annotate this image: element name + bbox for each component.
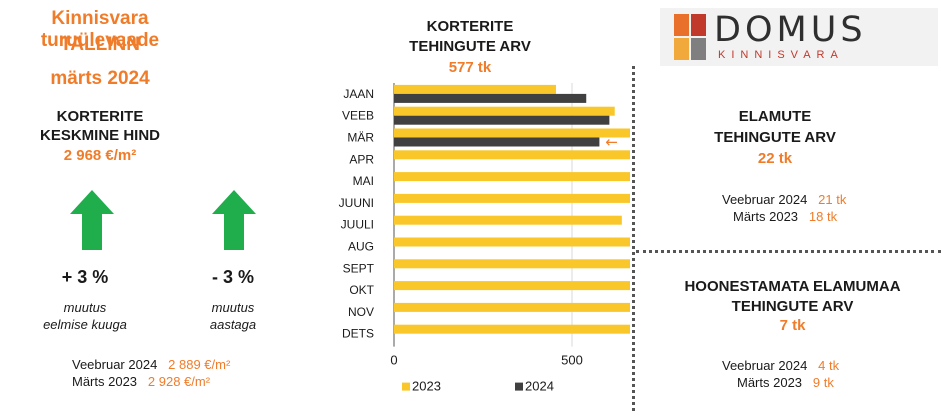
chart-subtitle: 577 tk	[448, 59, 492, 76]
compare-value: 9 tk	[812, 375, 834, 390]
category-label: MÄR	[347, 131, 374, 145]
x-tick-label: 500	[561, 353, 583, 368]
houses-compare-row: Veebruar 2024 21 tk	[722, 192, 846, 207]
avg-price-compare-row: Märts 2023 2 928 €/m²	[72, 374, 210, 389]
category-label: JUUNI	[339, 196, 374, 210]
avg-price-label-line1: KORTERITE	[56, 108, 144, 125]
compare-value: 21 tk	[818, 192, 847, 207]
houses-value: 22 tk	[757, 150, 793, 167]
month-change-caption: eelmise kuuga	[43, 317, 127, 332]
compare-label: Veebruar 2024	[722, 192, 808, 207]
bar-2023	[394, 259, 630, 269]
land-title-line1: HOONESTAMATA ELAMUMAA	[684, 278, 901, 295]
bar-2023	[394, 324, 630, 334]
month-change-caption: muutus	[63, 300, 107, 315]
month-change-value: + 3 %	[61, 267, 109, 287]
category-label: OKT	[349, 283, 374, 297]
bar-2023	[394, 193, 630, 203]
category-label: VEEB	[342, 109, 374, 123]
divider-horizontal	[636, 250, 941, 253]
divider-vertical	[632, 66, 635, 411]
legend-label-2023: 2023	[412, 379, 441, 394]
year-change-caption: muutus	[211, 300, 255, 315]
annotation-arrow-icon: ←	[605, 133, 618, 151]
arrow-up-icon	[212, 190, 256, 250]
category-label: MAI	[353, 174, 374, 188]
houses-title-line2: TEHINGUTE ARV	[714, 129, 836, 146]
bar-2023	[394, 281, 630, 291]
compare-value: 2 889 €/m²	[168, 357, 231, 372]
bar-2023	[394, 302, 630, 312]
category-label: AUG	[348, 240, 374, 254]
compare-label: Veebruar 2024	[722, 358, 808, 373]
apartment-deals-chart: 05001000JAANVEEBMÄRAPRMAIJUUNIJUULIAUGSE…	[339, 83, 630, 394]
chart-title-line2: TEHINGUTE ARV	[409, 38, 531, 55]
legend-swatch-2023	[402, 382, 410, 391]
category-label: SEPT	[343, 261, 375, 275]
category-label: JUULI	[341, 218, 374, 232]
category-label: APR	[349, 152, 374, 166]
land-compare-row: Märts 2023 9 tk	[737, 375, 834, 390]
houses-compare-row: Märts 2023 18 tk	[733, 209, 837, 224]
compare-value: 18 tk	[808, 209, 838, 224]
category-label: DETS	[342, 327, 374, 341]
chart-title-line1: KORTERITE	[426, 18, 514, 35]
legend-swatch-2024	[515, 382, 523, 391]
report-title: Kinnisvara turuülevaade	[40, 8, 160, 51]
houses-title-line1: ELAMUTE	[738, 108, 812, 125]
compare-label: Märts 2023	[737, 375, 803, 390]
compare-label: Märts 2023	[733, 209, 799, 224]
land-title-line2: TEHINGUTE ARV	[731, 298, 854, 315]
legend-label-2024: 2024	[525, 379, 554, 394]
year-change-value: - 3 %	[211, 267, 254, 287]
year-change-caption: aastaga	[209, 317, 257, 332]
x-tick-label: 0	[390, 353, 397, 368]
bar-2024	[394, 115, 610, 125]
bar-2023	[394, 84, 556, 94]
bar-2023	[394, 237, 630, 247]
logo-wordmark: DOMUS	[714, 10, 867, 50]
avg-price-compare-row: Veebruar 2024 2 889 €/m²	[72, 357, 230, 372]
land-value: 7 tk	[779, 317, 806, 334]
bar-2023	[394, 150, 630, 160]
avg-price-value: 2 968 €/m²	[63, 147, 137, 164]
bar-2024	[394, 137, 600, 147]
compare-value: 4 tk	[818, 358, 840, 373]
bar-2024	[394, 93, 587, 103]
category-label: JAAN	[343, 87, 374, 101]
bar-2023	[394, 128, 630, 138]
report-city: TALLINN	[60, 34, 140, 55]
arrow-up-icon	[70, 190, 114, 250]
compare-label: Veebruar 2024	[72, 357, 158, 372]
bar-2023	[394, 106, 615, 116]
avg-price-label-line2: KESKMINE HIND	[39, 127, 160, 144]
logo-subtitle: KINNISVARA	[718, 49, 844, 61]
category-label: NOV	[348, 305, 374, 319]
land-compare-row: Veebruar 2024 4 tk	[722, 358, 839, 373]
bar-2023	[394, 172, 630, 182]
bar-2023	[394, 215, 622, 225]
domus-logo	[660, 8, 938, 66]
report-period: märts 2024	[50, 68, 150, 89]
compare-label: Märts 2023	[72, 374, 138, 389]
domus-logo-mark-icon	[674, 14, 706, 60]
compare-value: 2 928 €/m²	[147, 374, 211, 389]
